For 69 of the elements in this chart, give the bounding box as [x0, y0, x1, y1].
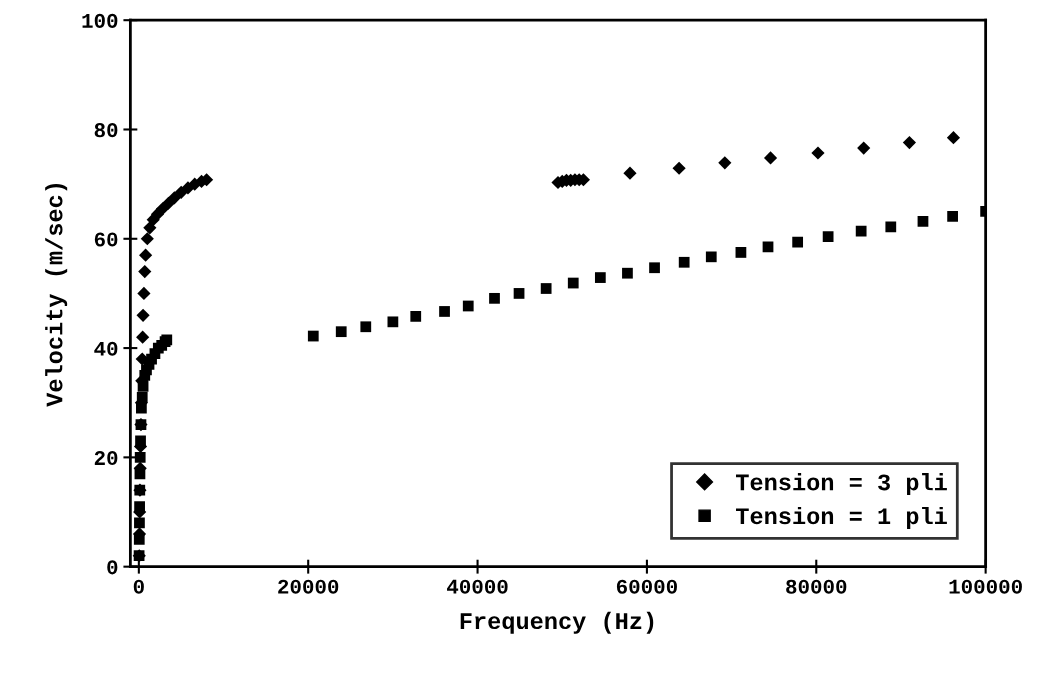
point — [567, 277, 579, 289]
point — [735, 247, 747, 258]
point — [134, 451, 146, 463]
y-tick-label: 60 — [94, 232, 118, 247]
point — [174, 185, 188, 199]
point — [763, 151, 778, 165]
point — [134, 468, 146, 480]
point — [133, 550, 145, 562]
point — [855, 225, 867, 237]
point — [439, 306, 450, 317]
x-tick-label: 80000 — [786, 579, 847, 594]
point — [678, 256, 690, 268]
point — [792, 236, 804, 248]
point — [462, 300, 474, 312]
point — [902, 136, 917, 150]
point — [672, 161, 686, 175]
point — [140, 232, 154, 246]
legend-label: Tension = 3 pli — [736, 473, 947, 496]
point — [489, 292, 500, 304]
point — [134, 517, 145, 529]
point — [649, 262, 660, 274]
y-tick-label: 80 — [94, 123, 118, 138]
point — [540, 283, 552, 294]
point — [138, 264, 152, 279]
point — [161, 196, 176, 210]
x-tick-label: 60000 — [616, 579, 677, 594]
y-axis-title: Velocity (m/sec) — [45, 184, 68, 407]
point — [917, 215, 929, 227]
point — [307, 330, 319, 342]
point — [134, 501, 145, 512]
x-tick-label: 0 — [133, 579, 144, 594]
legend-label: Tension = 1 pli — [736, 506, 947, 529]
point — [134, 484, 146, 496]
x-tick-label: 40000 — [447, 579, 508, 594]
point — [137, 286, 151, 301]
point — [335, 326, 347, 338]
y-tick-label: 0 — [107, 560, 118, 575]
point — [513, 288, 525, 299]
point — [594, 272, 606, 283]
point — [167, 191, 181, 205]
point — [136, 308, 150, 322]
point — [410, 311, 422, 322]
y-tick-label: 40 — [94, 341, 118, 356]
point — [387, 316, 399, 328]
point — [136, 330, 150, 344]
point — [137, 380, 149, 392]
point — [139, 248, 153, 262]
y-tick-label: 20 — [94, 450, 118, 466]
point — [885, 221, 897, 233]
point — [811, 146, 825, 160]
point — [143, 221, 157, 235]
point — [946, 131, 961, 145]
point — [947, 211, 958, 222]
x-axis-title: Frequency (Hz) — [460, 611, 654, 634]
point — [857, 141, 871, 155]
point — [705, 251, 717, 263]
point — [135, 435, 146, 447]
x-tick-label: 20000 — [278, 579, 339, 594]
point — [623, 166, 637, 180]
point — [622, 267, 633, 279]
point — [136, 391, 148, 403]
point — [360, 321, 372, 333]
point — [133, 533, 145, 545]
x-tick-label: 100000 — [949, 579, 1022, 594]
point — [135, 419, 147, 430]
y-tick-label: 100 — [82, 13, 118, 28]
point — [136, 402, 147, 414]
point — [718, 156, 732, 170]
point — [822, 231, 834, 242]
